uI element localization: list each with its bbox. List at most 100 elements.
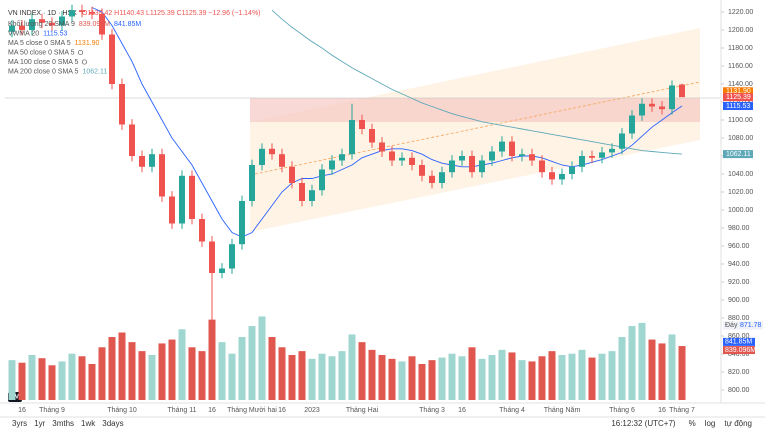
candle-body	[679, 84, 685, 98]
legend-name: MA 100 close 0 SMA 5	[8, 59, 79, 66]
volume-bar	[38, 358, 46, 400]
volume-badge	[723, 337, 755, 346]
range-button[interactable]: 3days	[102, 419, 123, 428]
candle-body	[199, 219, 205, 242]
x-tick-label: 16	[658, 407, 666, 414]
candle-body	[339, 154, 345, 161]
volume-bar	[118, 332, 126, 400]
candle-body	[389, 151, 395, 161]
candle-body	[439, 172, 445, 183]
candle-body	[359, 119, 365, 129]
volume-bar	[8, 360, 16, 400]
volume-bar	[468, 347, 476, 400]
visibility-icon[interactable]	[81, 59, 87, 65]
x-tick-label: Tháng 11	[167, 407, 196, 414]
candle-body	[89, 11, 95, 14]
y-tick-label: 1040.00	[728, 171, 753, 178]
volume-badge-label: 839.096M	[725, 347, 756, 354]
axis-option[interactable]: %	[689, 419, 696, 428]
volume-bar	[458, 356, 466, 400]
price-badge-label: 1125.39	[726, 94, 751, 101]
x-tick-label: 16	[278, 407, 286, 414]
volume-bar	[578, 349, 586, 400]
y-tick-label: 1140.00	[728, 81, 753, 88]
volume-bar	[668, 334, 676, 400]
candle-body	[269, 148, 275, 155]
volume-bar	[588, 357, 596, 400]
candle-body	[539, 160, 545, 173]
candle-body	[289, 166, 295, 183]
zone	[250, 98, 700, 122]
y-tick-label: 800.00	[728, 387, 750, 394]
volume-bar	[378, 355, 386, 400]
candle-body	[509, 141, 515, 156]
legend-reading: 1062.11	[82, 68, 107, 75]
range-button[interactable]: 3mths	[52, 419, 74, 428]
candle-body	[589, 155, 595, 158]
volume-badge	[723, 346, 755, 355]
candle-body	[419, 164, 425, 176]
volume-bar	[228, 353, 236, 400]
candle-body	[239, 201, 245, 245]
volume-bar	[648, 339, 656, 400]
candle-body	[99, 13, 105, 35]
range-button[interactable]: 3yrs	[12, 419, 27, 428]
candle-body	[279, 154, 285, 167]
price-badge	[723, 93, 753, 102]
volume-bar	[388, 358, 396, 400]
candle-body	[599, 152, 605, 158]
x-tick-label: Tháng 6	[609, 407, 635, 414]
y-tick-label: 920.00	[728, 279, 750, 286]
volume-bar	[568, 353, 576, 400]
candle-body	[119, 83, 125, 125]
volume-bar	[298, 351, 306, 400]
y-tick-label: 1200.00	[728, 27, 753, 34]
volume-bar	[198, 351, 206, 400]
candle-body	[659, 106, 665, 110]
volume-bar	[488, 355, 496, 400]
candle-body	[559, 173, 565, 180]
candle-body	[569, 166, 575, 174]
clock: 16:12:32 (UTC+7)	[611, 419, 676, 428]
x-tick-label: Tháng Hai	[346, 407, 379, 414]
candle-body	[629, 115, 635, 134]
x-tick-label: Tháng 4	[499, 407, 525, 414]
x-tick-label: Tháng 10	[107, 407, 137, 414]
volume-bar	[28, 355, 36, 400]
volume-bar	[88, 364, 96, 400]
volume-badge-label: 841.85M	[725, 339, 752, 346]
volume-bar	[348, 334, 356, 400]
volume-bar	[268, 337, 276, 400]
volume-bar	[218, 342, 226, 400]
candle-body	[379, 142, 385, 152]
y-tick-label: 1180.00	[728, 45, 753, 52]
visibility-icon[interactable]	[77, 49, 84, 56]
x-tick-label: 16	[208, 407, 216, 414]
axis-option[interactable]: log	[705, 419, 716, 428]
candle-body	[159, 154, 165, 197]
volume-bar	[598, 353, 606, 400]
low-badge-name: Đáy	[725, 322, 738, 329]
range-button[interactable]: 1yr	[34, 419, 45, 428]
y-tick-label: 820.00	[728, 369, 750, 376]
range-button[interactable]: 1wk	[81, 419, 96, 428]
candle-body	[459, 155, 465, 161]
ohlc: O1139.42 H1140.43 L1125.39 C1125.39 −12.…	[82, 10, 261, 17]
candle-body	[489, 151, 495, 161]
price-badge-label: 1062.11	[726, 151, 751, 158]
candle-body	[499, 141, 505, 152]
candle-body	[139, 155, 145, 167]
x-tick-label: 2023	[304, 407, 320, 414]
legend-reading: 839.096M	[79, 21, 110, 28]
trend-line	[249, 81, 701, 176]
axis-option[interactable]: tự động	[724, 419, 752, 428]
y-tick-label: 960.00	[728, 243, 750, 250]
price-badge	[723, 150, 753, 159]
volume-bar	[138, 351, 146, 400]
volume-bar	[478, 358, 486, 400]
volume-bar	[558, 355, 566, 400]
candle-body	[229, 244, 235, 269]
volume-bar	[438, 357, 446, 400]
legend-name: Khối lượng 20 SMA 9	[8, 19, 75, 28]
candle-body	[249, 164, 255, 201]
